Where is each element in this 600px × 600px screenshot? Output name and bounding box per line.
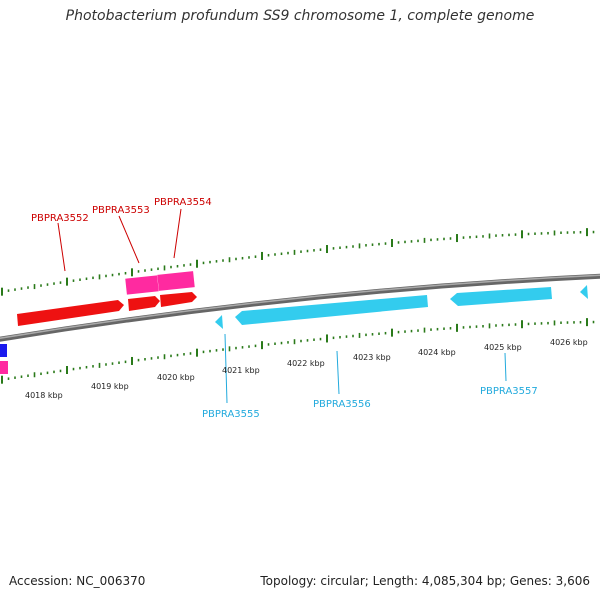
kbp-label-4024: 4024 kbp	[418, 348, 456, 357]
edge-gene-pink[interactable]	[0, 361, 8, 374]
genome-title: Photobacterium profundum SS9 chromosome …	[65, 8, 535, 24]
gene-pbpra3553-pink[interactable]	[125, 275, 159, 295]
leader-line-pbpra3556	[336, 350, 340, 395]
gene-pbpra3554-arrow[interactable]	[160, 292, 197, 307]
gene-pbpra3556-arrow[interactable]	[235, 295, 428, 325]
leader-line-pbpra3555	[224, 333, 228, 404]
gene-pbpra3552-arrow[interactable]	[17, 300, 124, 326]
gene-pbpra3555-arrow[interactable]	[215, 315, 223, 329]
gene-label-pbpra3554: PBPRA3554	[154, 197, 212, 208]
gene-label-pbpra3553: PBPRA3553	[92, 205, 150, 216]
leader-line-pbpra3553	[118, 215, 140, 264]
gene-label-pbpra3552: PBPRA3552	[31, 213, 89, 224]
kbp-label-4023: 4023 kbp	[353, 353, 391, 362]
kbp-label-4020: 4020 kbp	[157, 373, 195, 382]
gene-pbpra3554-pink[interactable]	[157, 271, 195, 291]
chromosome-backbone	[0, 273, 600, 342]
forward-gene-track	[0, 271, 197, 374]
kbp-label-4019: 4019 kbp	[91, 382, 129, 391]
kbp-scale-labels: 4018 kbp 4019 kbp 4020 kbp 4021 kbp 4022…	[25, 338, 588, 400]
bottom-tick-track	[1, 318, 595, 384]
bottom-gene-labels: PBPRA3555 PBPRA3556 PBPRA3557	[202, 333, 538, 420]
leader-line-pbpra3557	[504, 352, 507, 382]
kbp-label-4026: 4026 kbp	[550, 338, 588, 347]
kbp-label-4021: 4021 kbp	[222, 366, 260, 375]
gene-pbpra3553-arrow[interactable]	[128, 296, 160, 311]
kbp-label-4025: 4025 kbp	[484, 343, 522, 352]
genome-stats-text: Topology: circular; Length: 4,085,304 bp…	[260, 574, 590, 588]
top-gene-labels: PBPRA3552 PBPRA3553 PBPRA3554	[31, 197, 212, 272]
edge-gene-blue[interactable]	[0, 344, 7, 357]
gene-edge-right-arrow[interactable]	[580, 285, 588, 299]
gene-pbpra3557-arrow[interactable]	[450, 287, 552, 306]
kbp-label-4018: 4018 kbp	[25, 391, 63, 400]
kbp-label-4022: 4022 kbp	[287, 359, 325, 368]
top-tick-track	[1, 228, 595, 296]
accession-text: Accession: NC_006370	[9, 574, 146, 588]
leader-line-pbpra3552	[57, 222, 66, 272]
gene-label-pbpra3556: PBPRA3556	[313, 399, 371, 410]
chromosome-backbone-highlight	[0, 274, 600, 339]
gene-label-pbpra3557: PBPRA3557	[480, 386, 538, 397]
gene-label-pbpra3555: PBPRA3555	[202, 409, 260, 420]
leader-line-pbpra3554	[173, 208, 182, 259]
reverse-gene-track	[215, 285, 588, 329]
